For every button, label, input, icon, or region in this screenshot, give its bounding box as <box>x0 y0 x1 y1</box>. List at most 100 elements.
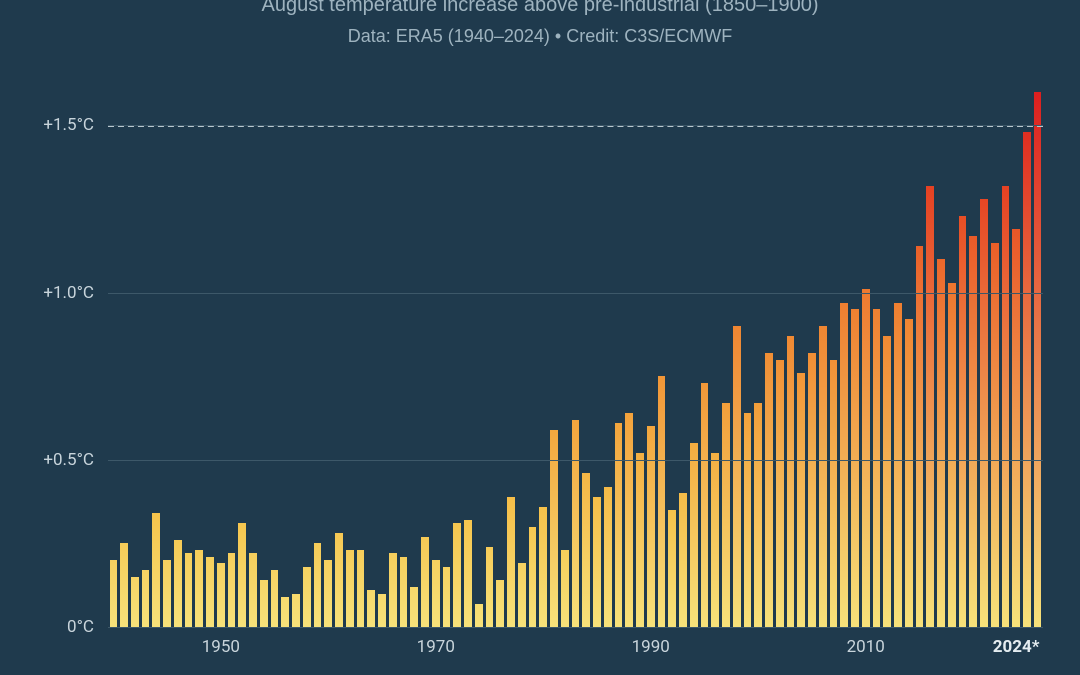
bar <box>969 236 977 627</box>
bar <box>367 590 375 627</box>
bar <box>754 403 762 627</box>
bar <box>636 453 644 627</box>
bar <box>959 216 967 627</box>
bar <box>249 553 257 627</box>
bar <box>808 353 816 627</box>
bar <box>1012 229 1020 627</box>
bar <box>228 553 236 627</box>
bar <box>733 326 741 627</box>
bar <box>421 537 429 627</box>
bar <box>711 453 719 627</box>
x-tick-label: 1950 <box>202 637 240 657</box>
bar <box>991 243 999 627</box>
bar <box>905 319 913 627</box>
bar <box>453 523 461 627</box>
bar <box>260 580 268 627</box>
bar <box>410 587 418 627</box>
bar <box>937 259 945 627</box>
bar <box>475 604 483 627</box>
bar <box>389 553 397 627</box>
bar <box>883 336 891 627</box>
bar <box>529 527 537 627</box>
plot-area: 0°C+0.5°C+1.0°C+1.5°C1950197019902010202… <box>108 72 1043 627</box>
y-gridline <box>108 125 1043 126</box>
bar <box>561 550 569 627</box>
bar <box>679 493 687 627</box>
bar <box>668 510 676 627</box>
chart-subtitle: August temperature increase above pre-in… <box>0 0 1080 17</box>
bar <box>507 497 515 627</box>
bar <box>819 326 827 627</box>
y-tick-label: +1.5°C <box>43 115 94 135</box>
bar <box>324 560 332 627</box>
bar <box>604 487 612 627</box>
bar <box>830 360 838 627</box>
bar <box>292 594 300 627</box>
bar <box>518 563 526 627</box>
bar <box>894 303 902 627</box>
x-axis-line <box>108 627 1043 628</box>
bar <box>840 303 848 627</box>
bar <box>152 513 160 627</box>
bar <box>862 289 870 627</box>
bar <box>185 553 193 627</box>
bar <box>1002 186 1010 627</box>
bar <box>432 560 440 627</box>
bar <box>271 570 279 627</box>
bar <box>593 497 601 627</box>
bar <box>120 543 128 627</box>
y-gridline <box>108 460 1043 461</box>
bar <box>582 473 590 627</box>
bar <box>163 560 171 627</box>
bar <box>357 550 365 627</box>
bar <box>765 353 773 627</box>
bar <box>658 376 666 627</box>
bar <box>948 283 956 627</box>
bar <box>217 563 225 627</box>
bar <box>926 186 934 627</box>
x-end-label: 2024* <box>993 637 1040 657</box>
bar-series <box>108 72 1043 627</box>
bar <box>303 567 311 627</box>
x-tick-label: 1970 <box>417 637 455 657</box>
bar <box>690 443 698 627</box>
bar <box>346 550 354 627</box>
bar <box>916 246 924 627</box>
bar <box>110 560 118 627</box>
bar <box>238 523 246 627</box>
bar <box>1034 92 1042 627</box>
bar <box>722 403 730 627</box>
bar <box>281 597 289 627</box>
bar <box>443 567 451 627</box>
bar <box>776 360 784 627</box>
bar <box>1023 132 1031 627</box>
bar <box>647 426 655 627</box>
chart-stage: August temperature increase above pre-in… <box>0 0 1080 675</box>
bar <box>797 373 805 627</box>
bar <box>335 533 343 627</box>
y-tick-label: +0.5°C <box>43 450 94 470</box>
bar <box>980 199 988 627</box>
y-tick-label: 0°C <box>67 617 94 637</box>
bar <box>572 420 580 627</box>
bar <box>496 580 504 627</box>
chart-credit: Data: ERA5 (1940–2024) • Credit: C3S/ECM… <box>0 26 1080 47</box>
y-tick-label: +1.0°C <box>43 283 94 303</box>
bar <box>873 309 881 627</box>
bar <box>142 570 150 627</box>
bar <box>486 547 494 627</box>
bar <box>378 594 386 627</box>
bar <box>615 423 623 627</box>
bar <box>174 540 182 627</box>
bar <box>206 557 214 627</box>
bar <box>744 413 752 627</box>
bar <box>131 577 139 627</box>
y-gridline <box>108 293 1043 294</box>
bar <box>195 550 203 627</box>
bar <box>625 413 633 627</box>
bar <box>314 543 322 627</box>
x-tick-label: 1990 <box>632 637 670 657</box>
x-tick-label: 2010 <box>847 637 885 657</box>
bar <box>851 309 859 627</box>
bar <box>400 557 408 627</box>
